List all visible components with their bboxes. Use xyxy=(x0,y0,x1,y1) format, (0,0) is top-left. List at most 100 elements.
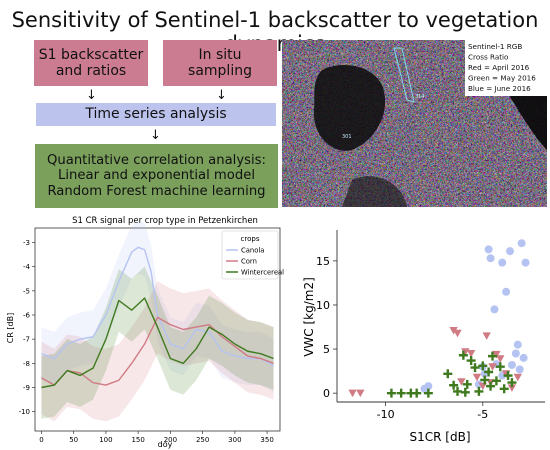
series-line-canola xyxy=(41,246,274,367)
scatter-point-circle xyxy=(517,239,526,248)
scatter-point-plus xyxy=(466,356,476,366)
scatter-point-circle xyxy=(519,353,528,362)
box-insitu-line2: sampling xyxy=(188,63,252,79)
line-chart-ylabel: CR [dB] xyxy=(6,313,15,344)
band-canola xyxy=(41,220,274,393)
scatter-point-circle xyxy=(498,258,507,267)
scatter-point-circle xyxy=(506,247,515,256)
box-s1-backscatter: S1 backscatter and ratios xyxy=(34,40,148,86)
y-tick-label: 5 xyxy=(323,343,330,356)
scatter-point-triangle xyxy=(507,384,517,392)
scatter-plot-area: -10 -5 0 5 10 15 xyxy=(316,230,545,421)
scatter-point-plus xyxy=(491,376,501,386)
scatter-point-circle xyxy=(486,254,495,263)
y-tick-label: -10 xyxy=(19,408,30,416)
scatter-chart: -10 -5 0 5 10 15 S1CR [dB] VWC [kg/m2] xyxy=(302,230,545,444)
legend-label-wintercereal: Wintercereal xyxy=(241,269,284,277)
x-tick-label: -5 xyxy=(477,408,488,421)
y-tick-label: 10 xyxy=(316,299,330,312)
scatter-point-plus xyxy=(503,371,513,381)
x-tick-label: 0 xyxy=(39,436,43,444)
x-tick-label: 100 xyxy=(99,436,112,444)
sat-legend-line1: Sentinel-1 RGB xyxy=(468,42,522,51)
line-chart: S1 CR signal per crop type in Petzenkirc… xyxy=(6,216,284,449)
sat-legend-line4: Green = May 2016 xyxy=(468,74,536,83)
scatter-point-circle xyxy=(515,365,524,374)
scatter-point-circle xyxy=(521,258,530,267)
scatter-point-plus xyxy=(486,381,496,391)
scatter-point-plus xyxy=(507,378,517,388)
scatter-ylabel: VWC [kg/m2] xyxy=(302,277,316,357)
scatter-point-plus xyxy=(474,386,484,396)
scatter-point-plus xyxy=(488,351,498,361)
legend-label-canola: Canola xyxy=(241,247,264,255)
scatter-point-triangle xyxy=(466,349,476,358)
x-tick-label: 250 xyxy=(196,436,209,444)
scatter-point-triangle xyxy=(482,332,491,340)
scatter-point-plus xyxy=(480,375,490,385)
scatter-point-plus xyxy=(484,367,494,377)
sat-legend-line3: Red = April 2016 xyxy=(468,63,530,72)
box-in-situ: In situ sampling xyxy=(163,40,277,86)
arrow-down-2: ↓ xyxy=(216,88,227,103)
scatter-point-plus xyxy=(386,388,396,398)
scatter-xlabel: S1CR [dB] xyxy=(410,430,471,444)
scatter-point-triangle xyxy=(356,389,365,398)
legend-title: crops xyxy=(241,235,260,243)
scatter-point-triangle xyxy=(478,382,487,391)
x-tick-label: -10 xyxy=(377,408,395,421)
scatter-point-plus xyxy=(470,363,480,373)
series-line-corn xyxy=(41,316,274,386)
scatter-point-triangle xyxy=(453,329,462,338)
scatter-point-triangle xyxy=(348,389,357,398)
scatter-point-triangle xyxy=(492,350,501,359)
scatter-point-circle xyxy=(507,360,516,369)
band-corn xyxy=(41,281,274,422)
scatter-point-circle xyxy=(511,349,520,358)
scatter-point-circle xyxy=(424,382,433,391)
box-s1-line1: S1 backscatter xyxy=(38,46,144,63)
x-tick-label: 50 xyxy=(69,436,78,444)
sat-legend-line2: Cross Ratio xyxy=(468,53,508,62)
scatter-point-plus xyxy=(462,379,472,389)
y-tick-label: -7 xyxy=(23,336,30,344)
x-tick-label: 200 xyxy=(164,436,177,444)
field-label-301: 301 xyxy=(342,134,352,140)
legend-box xyxy=(221,230,279,280)
scatter-point-triangle xyxy=(488,363,497,371)
box-quant-line2: Linear and exponential model xyxy=(58,168,255,184)
scatter-point-plus xyxy=(443,369,453,379)
scatter-point-triangle xyxy=(472,373,482,382)
box-s1-line2: and ratios xyxy=(55,63,127,79)
box-quant-line1: Quantitative correlation analysis: xyxy=(47,153,266,169)
scatter-point-circle xyxy=(484,245,493,254)
scatter-point-plus xyxy=(499,384,509,394)
x-tick-label: 300 xyxy=(228,436,241,444)
y-tick-label: -9 xyxy=(23,384,30,392)
arrow-down-3: ↓ xyxy=(150,128,161,143)
scatter-point-plus xyxy=(478,361,488,371)
box-quant-line3: Random Forest machine learning xyxy=(47,183,266,199)
y-tick-label: -3 xyxy=(23,239,30,247)
y-tick-label: 15 xyxy=(316,255,330,268)
scatter-point-circle xyxy=(490,305,499,314)
box-time-series: Time series analysis xyxy=(36,103,276,126)
box-quantitative: Quantitative correlation analysis: Linea… xyxy=(35,144,278,208)
scatter-point-circle xyxy=(513,340,522,349)
line-chart-xlabel: doy xyxy=(158,440,173,449)
satellite-image: 314 301 Sentinel-1 RGB Cross Ratio Red =… xyxy=(282,40,547,207)
series-line-wintercereal xyxy=(41,297,274,389)
scatter-point-plus xyxy=(495,362,505,372)
scatter-point-plus xyxy=(449,380,459,390)
scatter-point-plus xyxy=(460,387,470,397)
scatter-point-plus xyxy=(412,388,422,398)
x-tick-label: 150 xyxy=(131,436,144,444)
y-tick-label: 0 xyxy=(323,387,330,400)
y-tick-label: -4 xyxy=(23,263,31,271)
box-time-series-label: Time series analysis xyxy=(85,106,227,123)
scatter-point-circle xyxy=(502,287,511,296)
scatter-point-triangle xyxy=(449,327,458,335)
scatter-point-plus xyxy=(453,386,463,396)
line-chart-legend: crops Canola Corn Wintercereal xyxy=(221,230,284,280)
field-label-314: 314 xyxy=(415,94,425,100)
